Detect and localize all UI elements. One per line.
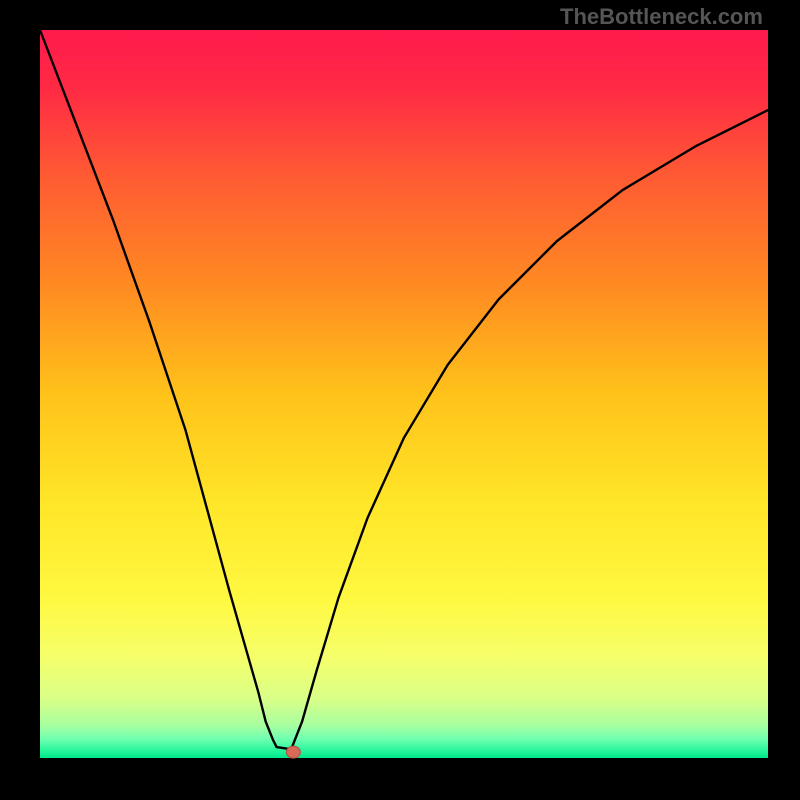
gradient-background	[40, 30, 768, 758]
watermark-text: TheBottleneck.com	[560, 4, 763, 30]
chart-container: TheBottleneck.com	[0, 0, 800, 800]
plot-area	[40, 30, 768, 758]
